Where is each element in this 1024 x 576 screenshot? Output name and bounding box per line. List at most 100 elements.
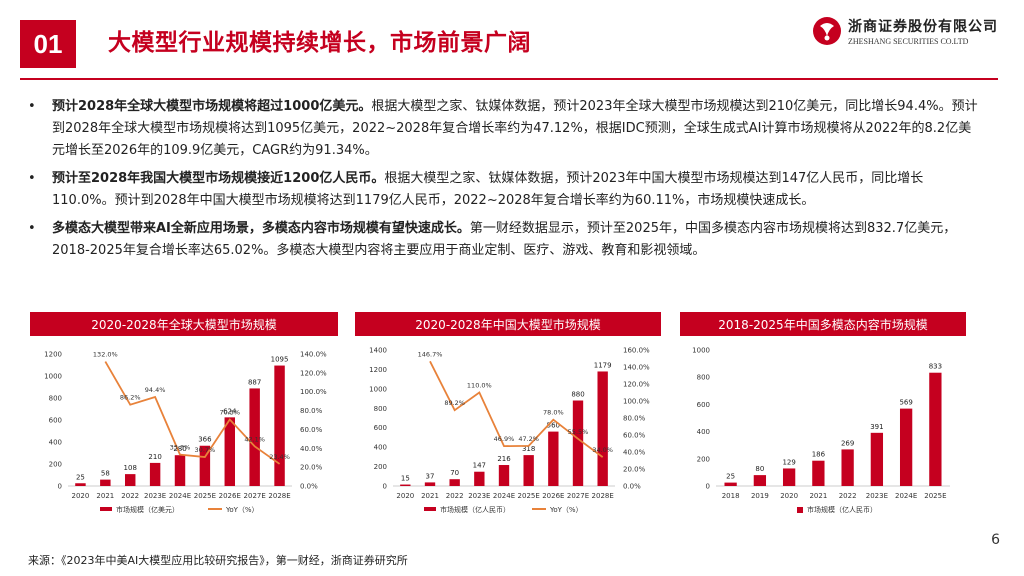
legend-line-label: YoY（%） bbox=[549, 506, 583, 514]
x-tick-label: 2028E bbox=[592, 492, 614, 500]
bar-value-label: 318 bbox=[522, 445, 535, 453]
bar bbox=[753, 475, 767, 486]
bar bbox=[474, 471, 485, 486]
bar-value-label: 186 bbox=[812, 451, 826, 459]
y-left-tick-label: 1000 bbox=[369, 385, 387, 393]
bar bbox=[548, 431, 559, 486]
page-title: 大模型行业规模持续增长，市场前景广阔 bbox=[108, 30, 531, 56]
legend-bar-label: 市场规模（亿人民币） bbox=[807, 505, 877, 514]
x-tick-label: 2023E bbox=[866, 492, 888, 500]
y-left-tick-label: 800 bbox=[697, 374, 710, 382]
x-tick-label: 2018 bbox=[722, 492, 740, 500]
yoy-value-label: 132.0% bbox=[93, 351, 118, 359]
bar bbox=[274, 365, 285, 486]
yoy-value-label: 89.2% bbox=[444, 399, 465, 407]
y-left-tick-label: 600 bbox=[374, 424, 387, 432]
bullet-item-china: • 预计至2028年我国大模型市场规模接近1200亿人民币。根据大模型之家、钛媒… bbox=[28, 168, 978, 212]
yoy-value-label: 146.7% bbox=[418, 350, 443, 358]
bar bbox=[597, 371, 608, 486]
x-tick-label: 2021 bbox=[96, 492, 114, 500]
chart-title: 2020-2028年中国大模型市场规模 bbox=[355, 312, 661, 336]
page-number: 6 bbox=[991, 532, 1000, 548]
yoy-value-label: 47.2% bbox=[518, 435, 539, 443]
legend-bar-swatch bbox=[100, 507, 112, 511]
x-tick-label: 2023E bbox=[468, 492, 490, 500]
yoy-value-label: 78.0% bbox=[543, 409, 564, 417]
y-right-tick-label: 20.0% bbox=[623, 466, 646, 474]
chart-multimodal-svg: 0 200 400 600 800 1000 25 2018 80 2019 129 2020 186 2… bbox=[692, 347, 950, 514]
bar bbox=[124, 474, 136, 486]
yoy-value-label: 33.3% bbox=[170, 444, 191, 452]
y-left-tick-label: 400 bbox=[49, 439, 62, 447]
bar bbox=[812, 460, 825, 486]
section-number-badge: 01 bbox=[20, 20, 76, 68]
bar-value-label: 887 bbox=[248, 378, 261, 386]
bar-value-label: 15 bbox=[401, 475, 410, 483]
x-tick-label: 2024E bbox=[895, 492, 917, 500]
bar bbox=[899, 408, 913, 486]
bar bbox=[870, 432, 884, 486]
yoy-value-label: 55.5% bbox=[568, 428, 589, 436]
y-right-tick-label: 60.0% bbox=[300, 426, 323, 434]
y-right-tick-label: 80.0% bbox=[623, 415, 646, 423]
yoy-line bbox=[104, 361, 281, 465]
yoy-value-label: 30.7% bbox=[195, 446, 216, 454]
y-right-tick-label: 100.0% bbox=[623, 398, 650, 406]
y-left-tick-label: 0 bbox=[58, 483, 62, 491]
bullet-dot: • bbox=[28, 171, 36, 186]
bar bbox=[75, 483, 86, 486]
bar-value-label: 210 bbox=[148, 453, 161, 461]
chart-china-svg: 0 200 400 600 800 1000 1200 1400 0.0% 20.0% 40.0% 6… bbox=[369, 347, 650, 515]
y-left-tick-label: 200 bbox=[49, 461, 62, 469]
yoy-value-label: 110.0% bbox=[467, 382, 492, 390]
legend-bar-label: 市场规模（亿美元） bbox=[116, 505, 179, 514]
x-tick-label: 2020 bbox=[396, 492, 414, 500]
bullet-headline: 预计2028年全球大模型市场规模将超过1000亿美元。 bbox=[52, 99, 372, 114]
bullet-body: 根据大模型之家、钛媒体数据，预计2023年全球大模型市场规模达到210亿美元，同… bbox=[52, 99, 978, 158]
bar-value-label: 147 bbox=[473, 462, 486, 470]
legend-bar-swatch bbox=[424, 507, 436, 511]
x-tick-label: 2025E bbox=[194, 492, 216, 500]
yoy-value-label: 42.1% bbox=[244, 435, 265, 443]
chart-multimodal-market: 2018-2025年中国多模态内容市场规模 0 200 400 600 800 1000 2… bbox=[680, 312, 966, 522]
bar bbox=[249, 388, 260, 486]
bar bbox=[424, 482, 436, 486]
x-tick-label: 2020 bbox=[780, 492, 798, 500]
bar-value-label: 280 bbox=[173, 445, 186, 453]
bar bbox=[174, 455, 186, 486]
bar bbox=[498, 465, 510, 486]
y-left-tick-label: 600 bbox=[49, 417, 62, 425]
chart-title: 2020-2028年全球大模型市场规模 bbox=[30, 312, 338, 336]
bar-value-label: 569 bbox=[899, 399, 912, 407]
y-right-tick-label: 140.0% bbox=[623, 364, 650, 372]
x-tick-label: 2026E bbox=[219, 492, 241, 500]
bar-value-label: 70 bbox=[450, 469, 459, 477]
y-right-tick-label: 120.0% bbox=[300, 369, 327, 377]
y-left-tick-label: 1200 bbox=[44, 351, 62, 359]
bar bbox=[149, 462, 161, 486]
yoy-value-label: 23.4% bbox=[269, 453, 290, 461]
bar-value-label: 25 bbox=[76, 473, 85, 481]
y-left-tick-label: 1000 bbox=[44, 373, 62, 381]
x-tick-label: 2026E bbox=[542, 492, 564, 500]
bar bbox=[224, 417, 236, 486]
chart-global-svg: 0 200 400 600 800 1000 1200 0.0% 20.0% 40.0% 60.0%… bbox=[44, 351, 327, 515]
bar bbox=[929, 372, 942, 486]
bullet-dot: • bbox=[28, 221, 36, 236]
bar bbox=[724, 482, 737, 486]
x-tick-label: 2020 bbox=[72, 492, 90, 500]
bar-value-label: 624 bbox=[223, 407, 237, 415]
yoy-value-label: 70.5% bbox=[219, 409, 240, 417]
bullet-dot: • bbox=[28, 99, 36, 114]
bullet-item-global: • 预计2028年全球大模型市场规模将超过1000亿美元。根据大模型之家、钛媒体… bbox=[28, 96, 978, 162]
bar bbox=[400, 484, 411, 486]
y-left-tick-label: 1200 bbox=[369, 366, 387, 374]
x-tick-label: 2022 bbox=[121, 492, 139, 500]
y-right-tick-label: 120.0% bbox=[623, 381, 650, 389]
chart-global-market: 2020-2028年全球大模型市场规模 0 200 400 600 800 1000 120… bbox=[30, 312, 338, 522]
x-tick-label: 2021 bbox=[809, 492, 827, 500]
yoy-value-label: 46.9% bbox=[494, 435, 515, 443]
y-left-tick-label: 0 bbox=[383, 483, 387, 491]
bar-value-label: 880 bbox=[571, 391, 584, 399]
y-right-tick-label: 80.0% bbox=[300, 407, 323, 415]
